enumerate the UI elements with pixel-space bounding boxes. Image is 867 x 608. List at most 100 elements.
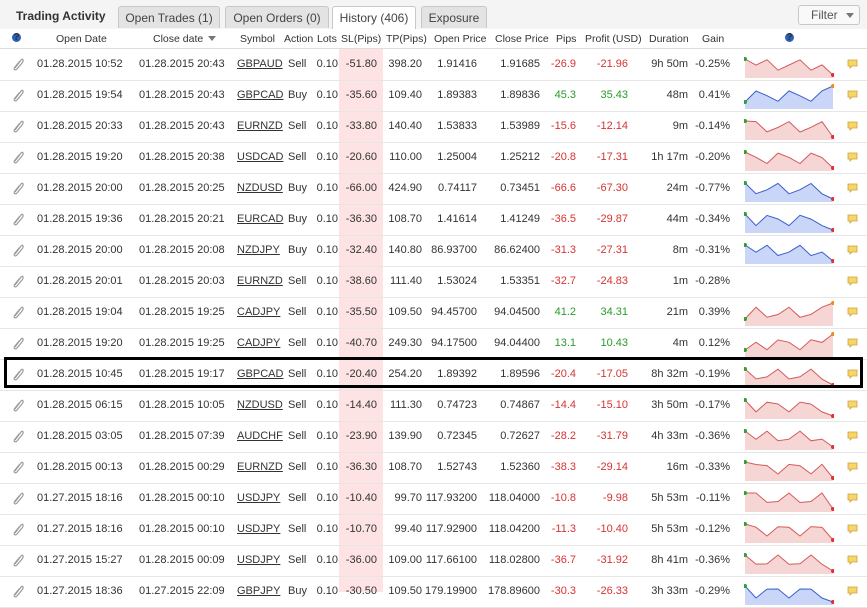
filter-dropdown[interactable]: Filter — [798, 5, 860, 25]
tab-open-orders[interactable]: Open Orders (0) — [225, 6, 329, 28]
comment-icon[interactable] — [847, 431, 858, 441]
table-row[interactable]: 01.28.2015 19:20 01.28.2015 20:38 USDCAD Se… — [0, 142, 867, 174]
lots-cell: 0.10 — [316, 213, 338, 225]
col-tp[interactable]: TP(Pips) — [386, 33, 427, 45]
symbol-link[interactable]: NZDUSD — [237, 182, 283, 194]
table-row[interactable]: 01.28.2015 20:01 01.28.2015 20:03 EURNZD Se… — [0, 266, 867, 298]
col-gain[interactable]: Gain — [702, 33, 725, 45]
comment-icon[interactable] — [847, 214, 858, 224]
comment-icon[interactable] — [847, 524, 858, 534]
table-row[interactable]: 01.28.2015 19:20 01.28.2015 19:25 CADJPY Se… — [0, 328, 867, 360]
comment-icon[interactable] — [847, 400, 858, 410]
comment-icon[interactable] — [847, 121, 858, 131]
paperclip-icon[interactable] — [12, 429, 24, 443]
profit-cell: -29.87 — [596, 213, 628, 225]
table-row[interactable]: 01.28.2015 06:15 01.28.2015 10:05 NZDUSD Se… — [0, 390, 867, 422]
symbol-link[interactable]: AUDCHF — [237, 430, 283, 442]
col-action[interactable]: Action — [284, 33, 314, 45]
paperclip-icon[interactable] — [12, 243, 24, 257]
table-row[interactable]: 01.27.2015 15:27 01.28.2015 00:09 USDJPY Se… — [0, 545, 867, 577]
symbol-link[interactable]: GBPCAD — [237, 368, 284, 380]
col-close-date[interactable]: Close date — [153, 33, 217, 45]
symbol-link[interactable]: NZDJPY — [237, 244, 280, 256]
symbol-link[interactable]: USDJPY — [237, 554, 281, 566]
paperclip-icon[interactable] — [12, 398, 24, 412]
table-row[interactable]: 01.28.2015 19:04 01.28.2015 19:25 CADJPY Se… — [0, 297, 867, 329]
paperclip-icon[interactable] — [12, 460, 24, 474]
symbol-link[interactable]: CADJPY — [237, 337, 281, 349]
col-symbol[interactable]: Symbol — [240, 33, 276, 45]
table-row[interactable]: 01.28.2015 03:05 01.28.2015 07:39 AUDCHF Se… — [0, 421, 867, 453]
comment-icon[interactable] — [847, 307, 858, 317]
comment-icon[interactable] — [847, 90, 858, 100]
table-row[interactable]: 01.28.2015 20:00 01.28.2015 20:08 NZDJPY Bu… — [0, 235, 867, 267]
paperclip-icon[interactable] — [12, 553, 24, 567]
paperclip-icon[interactable] — [12, 336, 24, 350]
tp-cell: 109.40 — [388, 89, 422, 101]
tab-open-trades[interactable]: Open Trades (1) — [118, 6, 220, 28]
comment-icon[interactable] — [847, 369, 858, 379]
tab-exposure[interactable]: Exposure — [421, 6, 487, 28]
symbol-link[interactable]: GBPJPY — [237, 585, 281, 597]
comment-icon[interactable] — [847, 555, 858, 565]
comment-icon[interactable] — [847, 183, 858, 193]
symbol-link[interactable]: CADJPY — [237, 306, 281, 318]
chart-help-icon[interactable]: ? — [785, 31, 794, 43]
col-open-price[interactable]: Open Price — [434, 33, 487, 45]
sl-cell: -66.00 — [345, 182, 377, 194]
symbol-link[interactable]: EURNZD — [237, 461, 283, 473]
symbol-link[interactable]: EURNZD — [237, 275, 283, 287]
symbol-link[interactable]: USDCAD — [237, 151, 284, 163]
paperclip-icon[interactable] — [12, 150, 24, 164]
symbol-link[interactable]: GBPCAD — [237, 89, 284, 101]
comment-icon[interactable] — [847, 586, 858, 596]
symbol-link[interactable]: EURCAD — [237, 213, 284, 225]
paperclip-icon[interactable] — [12, 119, 24, 133]
comment-icon[interactable] — [847, 152, 858, 162]
trade-sparkline — [744, 522, 834, 543]
comment-icon[interactable] — [847, 462, 858, 472]
symbol-link[interactable]: NZDUSD — [237, 399, 283, 411]
comment-icon[interactable] — [847, 59, 858, 69]
symbol-link[interactable]: EURNZD — [237, 120, 283, 132]
col-sl[interactable]: SL(Pips) — [341, 33, 382, 45]
comment-icon[interactable] — [847, 245, 858, 255]
paperclip-icon[interactable] — [12, 584, 24, 598]
symbol-link[interactable]: GBPAUD — [237, 58, 283, 70]
table-row[interactable]: 01.28.2015 20:00 01.28.2015 20:25 NZDUSD Bu… — [0, 173, 867, 205]
table-row[interactable]: 01.28.2015 19:36 01.28.2015 20:21 EURCAD Bu… — [0, 204, 867, 236]
symbol-link[interactable]: USDJPY — [237, 492, 281, 504]
col-lots[interactable]: Lots — [317, 33, 337, 45]
paperclip-icon[interactable] — [12, 88, 24, 102]
paperclip-icon[interactable] — [12, 367, 24, 381]
col-open-date[interactable]: Open Date — [56, 33, 107, 45]
col-profit[interactable]: Profit (USD) — [585, 33, 642, 45]
paperclip-icon[interactable] — [12, 305, 24, 319]
table-row[interactable]: 01.27.2015 18:36 01.27.2015 22:09 GBPJPY Bu… — [0, 576, 867, 608]
gain-cell: -0.25% — [695, 58, 730, 70]
tab-history[interactable]: History (406) — [332, 6, 416, 30]
table-row[interactable]: 01.28.2015 10:45 01.28.2015 19:17 GBPCAD Se… — [0, 359, 867, 391]
table-row[interactable]: 01.28.2015 10:52 01.28.2015 20:43 GBPAUD Se… — [0, 49, 867, 81]
paperclip-icon[interactable] — [12, 522, 24, 536]
paperclip-icon[interactable] — [12, 181, 24, 195]
paperclip-icon[interactable] — [12, 212, 24, 226]
col-pips[interactable]: Pips — [556, 33, 577, 45]
paperclip-icon[interactable] — [12, 274, 24, 288]
col-close-price[interactable]: Close Price — [495, 33, 549, 45]
comment-icon[interactable] — [847, 276, 858, 286]
table-row[interactable]: 01.27.2015 18:16 01.28.2015 00:10 USDJPY Se… — [0, 514, 867, 546]
help-icon[interactable]: ? — [12, 31, 21, 43]
symbol-link[interactable]: USDJPY — [237, 523, 281, 535]
comment-icon[interactable] — [847, 493, 858, 503]
col-duration[interactable]: Duration — [649, 33, 689, 45]
comment-icon[interactable] — [847, 338, 858, 348]
table-row[interactable]: 01.28.2015 00:13 01.28.2015 00:29 EURNZD Se… — [0, 452, 867, 484]
profit-cell: -31.92 — [596, 554, 628, 566]
trade-sparkline — [744, 491, 834, 512]
paperclip-icon[interactable] — [12, 57, 24, 71]
table-row[interactable]: 01.27.2015 18:16 01.28.2015 00:10 USDJPY Se… — [0, 483, 867, 515]
paperclip-icon[interactable] — [12, 491, 24, 505]
table-row[interactable]: 01.28.2015 20:33 01.28.2015 20:43 EURNZD Se… — [0, 111, 867, 143]
table-row[interactable]: 01.28.2015 19:54 01.28.2015 20:43 GBPCAD Bu… — [0, 80, 867, 112]
